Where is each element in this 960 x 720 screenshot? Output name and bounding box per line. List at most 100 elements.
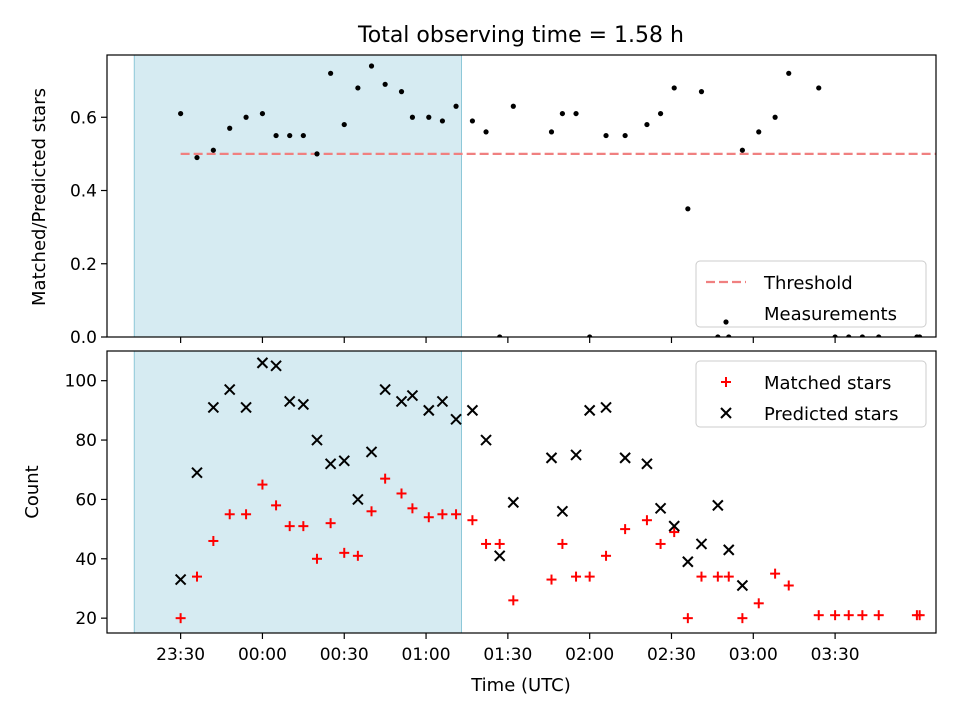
data-point <box>453 103 459 109</box>
data-point <box>379 383 391 396</box>
data-point <box>469 118 476 124</box>
legend-marker <box>720 407 732 419</box>
y-tick-label: 0.2 <box>70 255 97 275</box>
data-point <box>739 147 745 153</box>
bottom-y-axis-label: Count <box>22 465 43 518</box>
data-point <box>494 538 505 549</box>
legend-box <box>695 260 927 328</box>
data-point <box>481 538 492 549</box>
data-point <box>816 85 822 91</box>
legend-item: Measurements <box>723 304 897 325</box>
data-point <box>671 85 677 91</box>
data-point <box>685 206 691 212</box>
data-point <box>314 151 320 157</box>
data-point <box>437 509 448 520</box>
y-tick-label: 100 <box>65 372 97 392</box>
data-point <box>573 110 579 117</box>
data-point <box>174 573 187 586</box>
bottom-panel: 20 40 60 80 100 23:30 00:00 00:30 01:00 01:30 02:0… <box>65 350 937 683</box>
data-point <box>270 360 282 372</box>
data-point <box>423 512 434 523</box>
data-point <box>857 610 868 621</box>
data-point <box>409 114 416 120</box>
legend-label: Measurements <box>764 304 897 325</box>
data-point <box>644 121 650 128</box>
legend-label: Predicted stars <box>764 404 898 425</box>
data-point <box>423 404 435 417</box>
data-point <box>619 452 631 464</box>
data-point <box>240 401 252 414</box>
data-point <box>341 121 347 128</box>
plot-area <box>178 63 936 337</box>
data-point <box>715 334 721 337</box>
data-point <box>737 613 748 624</box>
x-tick-label: 02:00 <box>565 645 614 665</box>
data-point <box>770 568 781 579</box>
data-point <box>859 334 865 337</box>
y-tick-label: 0.4 <box>70 182 97 202</box>
data-point <box>175 613 186 624</box>
data-point <box>786 70 792 76</box>
data-point <box>224 383 236 396</box>
data-point <box>583 404 596 417</box>
data-point <box>772 114 778 120</box>
data-point <box>669 527 680 538</box>
data-point <box>584 571 595 582</box>
data-point <box>556 505 569 518</box>
data-point <box>736 579 749 592</box>
data-point <box>450 413 462 425</box>
data-point <box>723 544 735 556</box>
y-tick-label: 60 <box>75 490 97 510</box>
data-point <box>546 574 557 585</box>
y-tick-label: 0.6 <box>70 108 97 128</box>
data-point <box>873 610 884 621</box>
data-point <box>407 503 418 514</box>
data-point <box>271 500 282 511</box>
data-point <box>257 479 268 490</box>
x-tick-label: 00:30 <box>320 645 369 665</box>
data-point <box>548 129 555 135</box>
data-point <box>695 538 708 550</box>
data-point <box>243 114 249 120</box>
data-point <box>655 538 666 549</box>
data-point <box>917 334 923 337</box>
data-point <box>712 499 724 512</box>
data-point <box>770 673 780 683</box>
data-point <box>298 521 309 532</box>
legend-marker <box>721 377 731 387</box>
chart-title: Total observing time = 1.58 h <box>357 23 684 48</box>
data-point <box>324 458 337 470</box>
data-point <box>603 132 609 139</box>
data-point <box>914 610 925 621</box>
data-point <box>622 132 628 139</box>
data-point <box>339 547 350 558</box>
x-axis-label: Time (UTC) <box>470 675 571 696</box>
data-point <box>287 132 293 139</box>
data-point <box>194 154 200 161</box>
data-point <box>620 524 631 535</box>
legend: Matched stars Predicted stars <box>695 360 927 428</box>
data-point <box>208 535 219 546</box>
series-predicted-stars <box>174 357 780 683</box>
data-point <box>497 334 503 337</box>
data-point <box>210 147 216 153</box>
data-point <box>352 493 364 506</box>
shaded-interval <box>133 54 463 338</box>
data-point <box>284 521 295 532</box>
data-point <box>480 434 492 446</box>
y-tick-label: 80 <box>75 431 97 451</box>
y-tick-label: 40 <box>75 550 97 570</box>
data-point <box>328 70 334 76</box>
data-point <box>654 502 667 515</box>
data-point <box>843 610 854 621</box>
data-point <box>426 114 432 120</box>
series-measurements <box>178 63 923 337</box>
data-point <box>366 506 377 517</box>
data-point <box>338 455 350 467</box>
data-point <box>396 488 407 499</box>
x-tick-label: 02:30 <box>647 645 696 665</box>
axes-frame <box>106 54 937 338</box>
legend: Threshold Measurements <box>695 260 927 328</box>
data-point <box>493 550 506 562</box>
